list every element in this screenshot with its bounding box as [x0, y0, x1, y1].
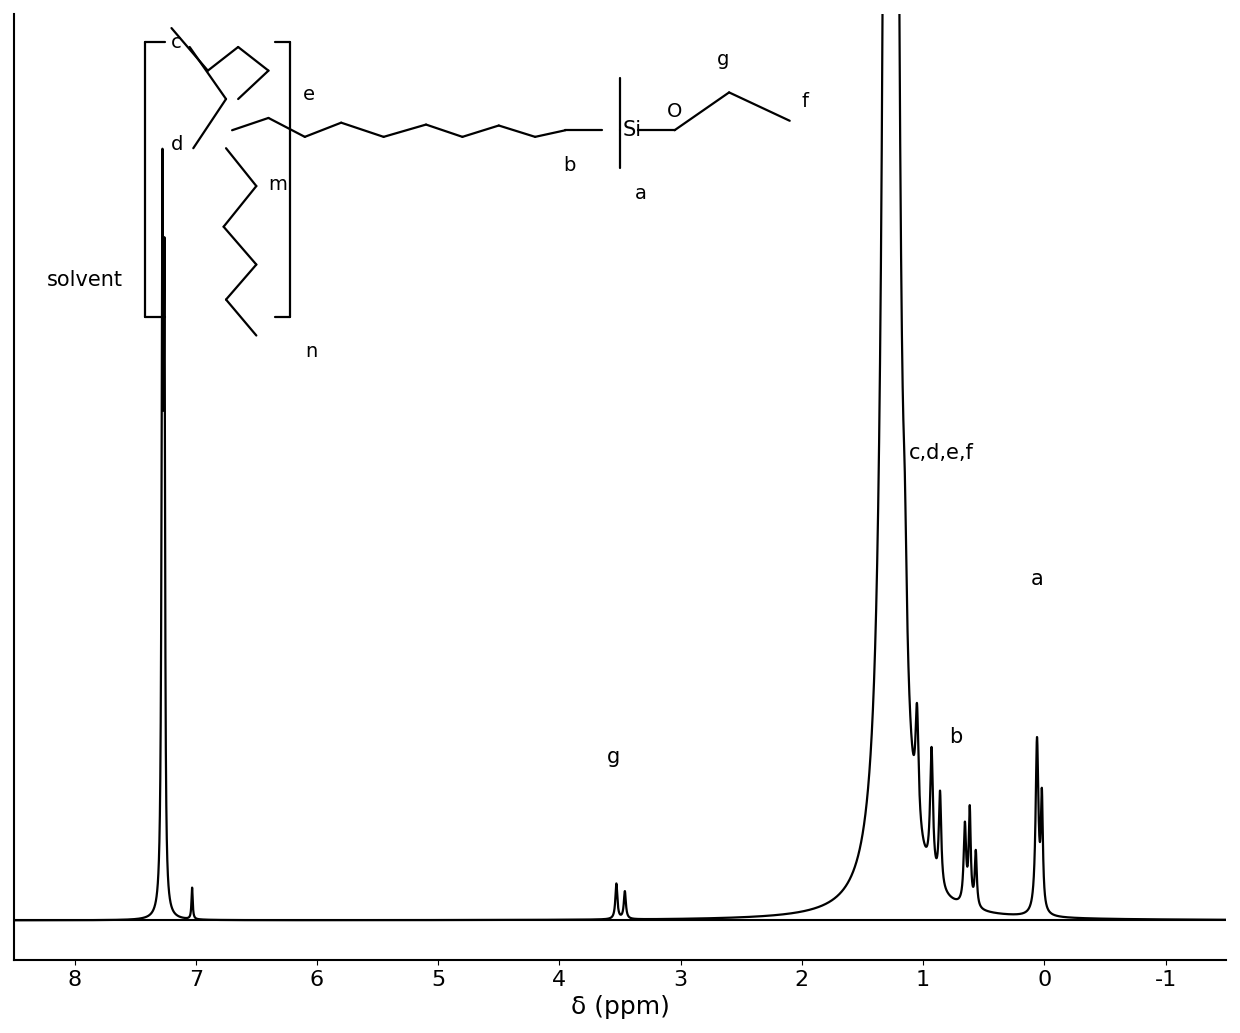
- X-axis label: δ (ppm): δ (ppm): [570, 995, 670, 1020]
- Text: Si: Si: [622, 120, 641, 140]
- Text: a: a: [635, 184, 646, 204]
- Text: e: e: [303, 85, 315, 103]
- Text: b: b: [949, 727, 962, 747]
- Text: g: g: [608, 747, 620, 766]
- Text: c,d,e,f: c,d,e,f: [909, 443, 973, 463]
- Text: m: m: [268, 175, 288, 193]
- Text: f: f: [802, 92, 808, 112]
- Text: solvent: solvent: [47, 270, 123, 290]
- Text: n: n: [305, 342, 317, 362]
- Text: d: d: [171, 135, 184, 154]
- Text: a: a: [1030, 569, 1043, 590]
- Text: b: b: [563, 156, 575, 175]
- Text: g: g: [717, 50, 729, 69]
- Text: c: c: [170, 33, 181, 52]
- Text: O: O: [667, 102, 682, 121]
